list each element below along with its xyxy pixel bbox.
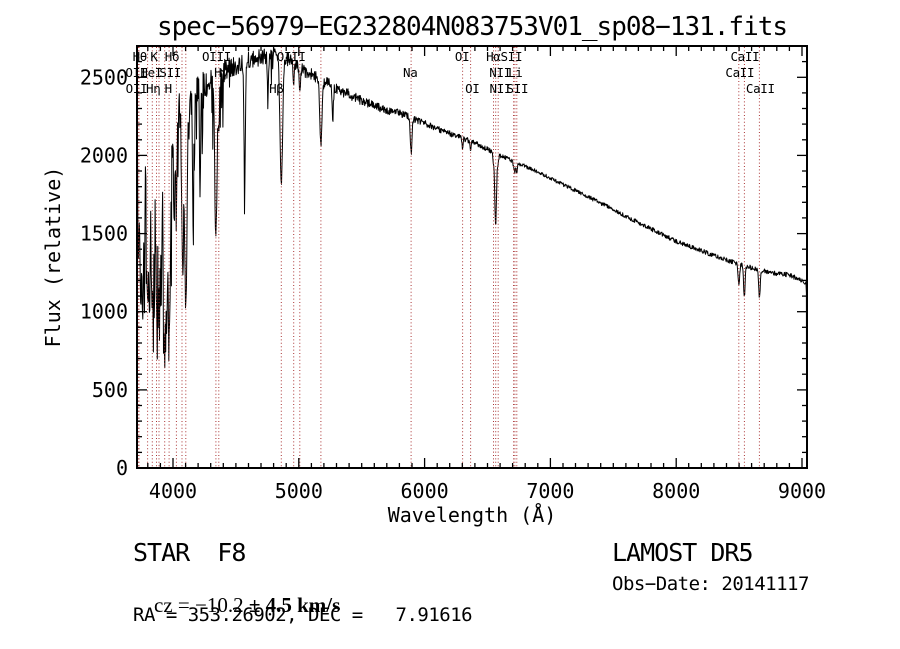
line-label: Hδ (165, 49, 179, 64)
cz-value: cz = −10.2 (154, 593, 249, 618)
y-tick-label: 2500 (80, 65, 128, 89)
x-tick-label: 6000 (401, 479, 449, 503)
line-label: Hβ (269, 81, 283, 96)
line-label: OIII (202, 49, 231, 64)
line-label: NII (490, 81, 512, 96)
line-label: OII (126, 81, 148, 96)
line-label: K (150, 49, 158, 64)
spectrum-path (136, 48, 808, 467)
line-label: Na (403, 65, 417, 80)
object-class-label: STAR F8 (133, 538, 246, 567)
obs-date-label: Obs−Date: 20141117 (612, 573, 809, 595)
x-tick-label: 7000 (526, 479, 574, 503)
y-tick-label: 2000 (80, 143, 128, 167)
x-tick-label: 4000 (149, 479, 197, 503)
y-tick-label: 1000 (80, 300, 128, 324)
plot-title: spec−56979−EG232804N083753V01_sp08−131.f… (156, 12, 788, 42)
line-label: OIII (277, 49, 306, 64)
line-label: Hα (486, 49, 501, 64)
y-tick-label: 0 (116, 456, 128, 480)
y-tick-label: 1500 (80, 222, 128, 246)
line-label: HeI (140, 65, 162, 80)
line-label: OI (465, 81, 479, 96)
cz-error: ± 4.5 km/s (248, 593, 341, 618)
plot-frame (136, 45, 808, 469)
y-tick-label: 500 (92, 378, 128, 402)
line-label: H (165, 81, 172, 96)
line-label: SII (501, 49, 523, 64)
line-label: SII (507, 81, 529, 96)
line-label: OI (455, 49, 469, 64)
x-tick-label: 5000 (275, 479, 323, 503)
line-label: Li (508, 65, 522, 80)
line-label: SII (159, 65, 181, 80)
line-label: NII (489, 65, 511, 80)
cz-line: cz = −10.2 ± 4.5 km/s (133, 572, 340, 638)
survey-label: LAMOST DR5 (612, 538, 754, 567)
x-axis-title: Wavelength (Å) (388, 503, 557, 527)
line-label: CaII (730, 49, 759, 64)
x-tick-label: 9000 (778, 479, 826, 503)
y-axis-title: Flux (relative) (41, 167, 65, 348)
line-label: OII (125, 65, 147, 80)
line-label: CaII (746, 81, 775, 96)
ra-dec-label: RA = 353.26902, DEC = 7.91616 (133, 604, 473, 626)
line-label: Hθ (133, 49, 147, 64)
line-label: CaII (725, 65, 754, 80)
x-tick-label: 8000 (652, 479, 700, 503)
line-label: Hγ (214, 65, 228, 80)
line-label: Hη (146, 81, 160, 96)
